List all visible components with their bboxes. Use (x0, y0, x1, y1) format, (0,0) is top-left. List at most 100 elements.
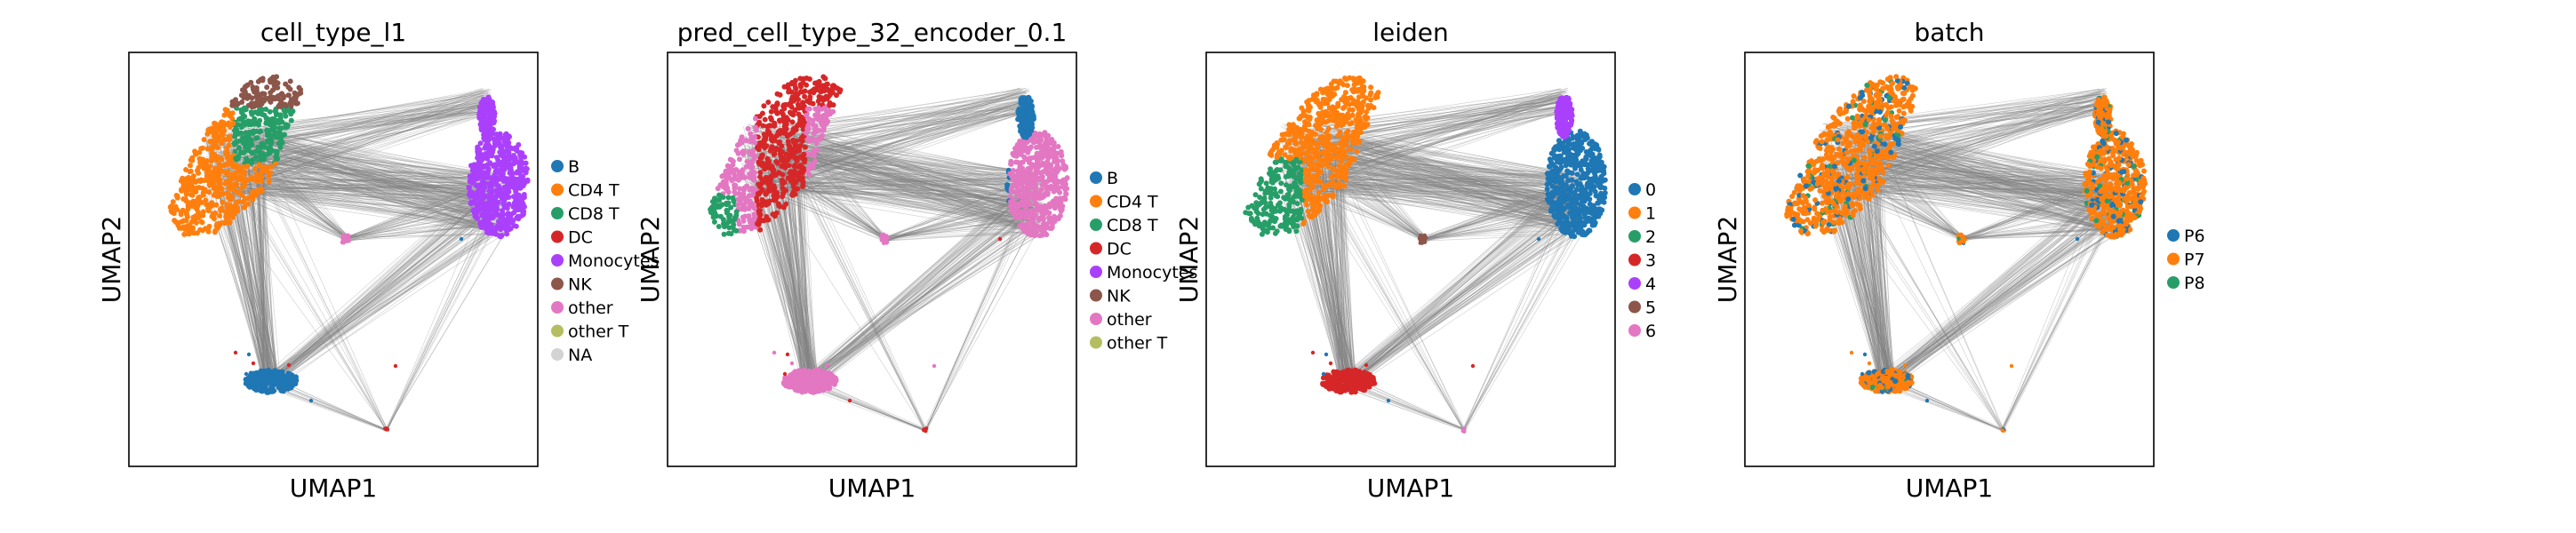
graph-edge (231, 94, 491, 152)
graph-edge (252, 187, 346, 241)
scatter-point (481, 211, 487, 217)
scatter-point (816, 127, 822, 133)
graph-edge (203, 172, 498, 225)
graph-edge (244, 132, 492, 219)
scatter-point (276, 125, 283, 131)
graph-edge (246, 141, 493, 204)
scatter-point (1008, 199, 1013, 205)
scatter-point (817, 372, 823, 378)
scatter-point (234, 182, 239, 188)
legend-label: CD8 T (1107, 216, 1158, 235)
scatter-point (256, 163, 262, 169)
graph-edge (271, 198, 499, 378)
scatter-point (216, 179, 222, 185)
scatter-point (800, 183, 805, 189)
scatter-point (804, 82, 810, 88)
graph-edge (250, 186, 277, 377)
graph-edge (263, 177, 497, 188)
graph-edge (226, 94, 492, 178)
legend-label: NK (568, 275, 592, 295)
graph-edge (267, 219, 491, 385)
scatter-point (774, 110, 780, 116)
scatter-point (197, 199, 204, 205)
scatter-point (477, 140, 484, 147)
graph-edge (245, 148, 276, 378)
scatter-point (480, 114, 486, 120)
scatter-point (518, 172, 524, 179)
graph-edge (252, 146, 492, 201)
legend-marker (551, 301, 564, 314)
scatter-point (220, 191, 226, 197)
scatter-point (807, 89, 813, 95)
graph-edge (218, 194, 275, 382)
scatter-point (806, 374, 812, 380)
scatter-point (783, 126, 789, 131)
scatter-point (1047, 225, 1053, 231)
graph-edge (215, 193, 499, 219)
scatter-point (1028, 144, 1034, 150)
legend-label: other T (568, 322, 629, 342)
scatter-point (223, 179, 229, 185)
scatter-point (274, 74, 280, 80)
scatter-point (769, 173, 774, 179)
graph-edge (253, 165, 503, 221)
scatter-point (725, 189, 732, 195)
graph-edge (254, 181, 495, 198)
graph-edge (223, 186, 502, 189)
graph-edge (263, 89, 492, 131)
graph-edge (278, 233, 506, 384)
graph-edge (263, 147, 275, 384)
graph-edge (271, 191, 495, 385)
scatter-point (240, 113, 246, 118)
graph-edge (265, 210, 492, 384)
scatter-point (1028, 212, 1034, 218)
scatter-point (758, 203, 764, 209)
scatter-point (204, 167, 210, 173)
scatter-point (749, 164, 756, 171)
scatter-point (756, 161, 763, 167)
legend-label: other T (1107, 334, 1168, 354)
graph-edge (249, 183, 276, 384)
graph-edge (253, 185, 494, 199)
graph-edge (208, 107, 485, 155)
graph-edge (255, 178, 503, 209)
scatter-point (1025, 231, 1031, 237)
graph-edge (204, 144, 508, 206)
scatter-point (224, 171, 230, 178)
scatter-point (242, 94, 248, 100)
graph-edge (265, 179, 504, 383)
scatter-point (183, 191, 189, 197)
scatter-point (267, 98, 273, 103)
scatter-point (1032, 187, 1038, 194)
scatter-point (189, 201, 195, 207)
graph-edge (237, 138, 492, 226)
scatter-point (258, 76, 264, 83)
graph-edge (236, 136, 503, 229)
scatter-point (1019, 127, 1025, 133)
scatter-point (766, 198, 772, 204)
y-axis-label: UMAP2 (97, 216, 126, 304)
scatter-point (808, 388, 814, 394)
scatter-point (1044, 184, 1051, 190)
graph-edge (249, 183, 492, 229)
graph-edge (258, 163, 277, 378)
legend-marker (551, 348, 564, 361)
scatter-point (293, 100, 300, 107)
graph-edge (271, 195, 489, 378)
graph-edge (267, 211, 498, 386)
scatter-point (226, 185, 232, 191)
legend-marker (551, 207, 564, 219)
legend-label: NA (568, 346, 592, 365)
scatter-point (220, 199, 226, 205)
scatter-point (308, 398, 314, 403)
scatter-point (221, 163, 228, 169)
graph-edge (253, 154, 492, 182)
graph-edge (252, 137, 498, 220)
scatter-point (732, 176, 738, 182)
graph-edge (255, 93, 484, 129)
scatter-point (761, 143, 767, 149)
graph-edge (207, 107, 486, 151)
graph-edge (265, 218, 506, 384)
legend-label: NK (1107, 287, 1131, 306)
scatter-point (210, 211, 216, 217)
